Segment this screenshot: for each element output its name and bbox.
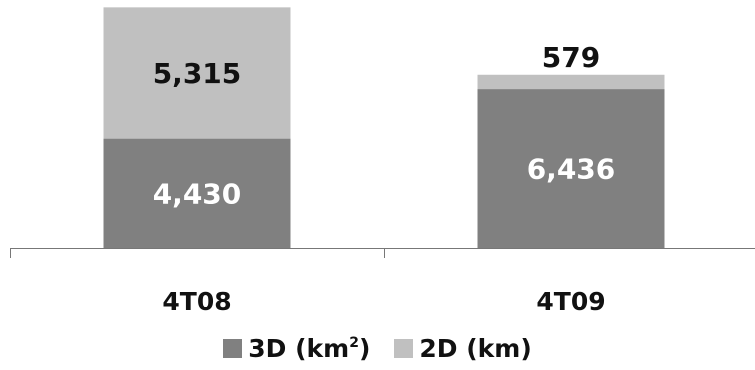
bar-segment-3d-4T08 <box>103 138 291 248</box>
legend-label-3d: 3D (km2) <box>248 334 371 363</box>
bar-segment-2d-4T08 <box>103 7 291 139</box>
bar-segment-2d-4T09 <box>477 74 665 90</box>
data-label-2d-4T09: 579 <box>542 41 600 74</box>
legend-item-3d: 3D (km2) <box>223 334 370 363</box>
bar-segment-3d-4T09 <box>477 89 665 248</box>
legend-label-2d: 2D (km) <box>419 334 532 363</box>
data-label-2d-4T08: 5,315 <box>153 57 242 90</box>
legend-swatch-2d <box>394 339 414 358</box>
legend-swatch-3d <box>223 339 243 358</box>
data-label-3d-4T08: 4,430 <box>153 177 242 210</box>
legend: 3D (km2) 2D (km) <box>0 334 755 363</box>
legend-item-2d: 2D (km) <box>394 334 532 363</box>
data-label-3d-4T09: 6,436 <box>527 153 616 186</box>
x-tick-label-4T09: 4T09 <box>536 287 605 316</box>
x-tick-label-4T08: 4T08 <box>162 287 231 316</box>
